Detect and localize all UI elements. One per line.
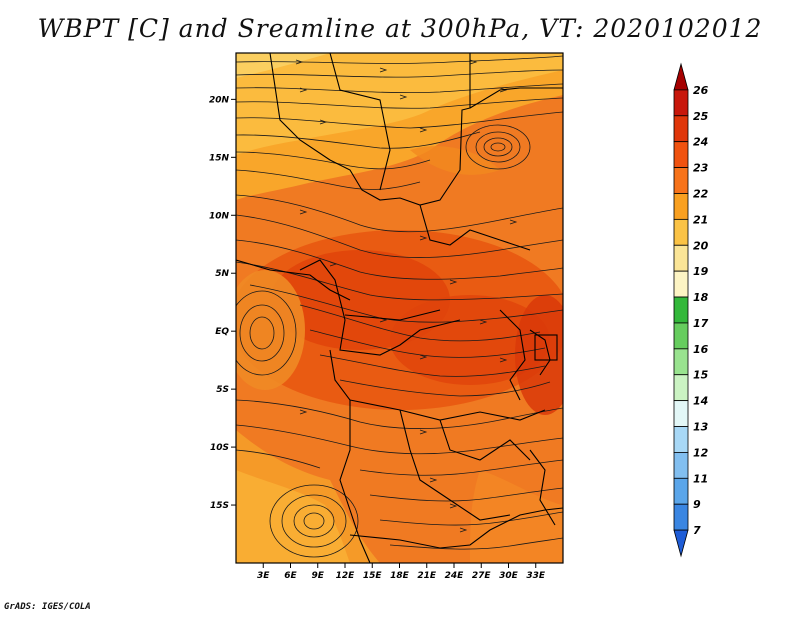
colorbar-label: 7 (693, 524, 701, 537)
lon-tick-label: 24E (445, 571, 465, 581)
colorbar-label: 12 (693, 446, 709, 459)
lon-tick-label: 12E (336, 571, 356, 581)
colorbar-swatch (673, 141, 689, 168)
streamlines (236, 55, 563, 558)
colorbar-swatch (673, 193, 689, 220)
lon-tick-label: 9E (312, 571, 325, 581)
colorbar-label: 11 (693, 472, 708, 485)
latitude-axis: 20N 15N 10N 5N EQ 5S 10S 15S (209, 95, 236, 511)
lat-tick-label: EQ (215, 327, 229, 337)
colorbar-swatch (673, 477, 689, 505)
colorbar-swatch (673, 374, 689, 402)
lat-tick-label: 10S (210, 443, 229, 453)
colorbar-label: 16 (693, 343, 709, 356)
colorbar-swatch (673, 218, 689, 246)
lat-tick-label: 20N (209, 95, 230, 105)
colorbar-swatch (673, 167, 689, 194)
colorbar-label: 21 (693, 213, 708, 226)
colorbar-swatch (673, 529, 689, 558)
colorbar-label: 17 (693, 317, 709, 330)
colorbar-swatch (673, 452, 689, 479)
colorbar-label: 18 (693, 291, 709, 304)
colorbar-label: 26 (693, 84, 709, 97)
lat-tick-label: 15N (209, 153, 230, 163)
country-borders (236, 53, 563, 563)
colorbar-swatch (673, 296, 689, 324)
colorbar-label: 20 (693, 239, 709, 252)
lon-tick-label: 33E (526, 571, 546, 581)
colorbar-swatch (673, 89, 689, 117)
lon-tick-label: 15E (363, 571, 383, 581)
colorbar-label: 9 (693, 498, 701, 511)
colorbar-swatch (673, 244, 689, 272)
lat-tick-label: 5N (215, 269, 229, 279)
colorbar-swatch (673, 503, 689, 531)
colorbar-label: 22 (693, 187, 709, 200)
colorbar-swatch (673, 62, 689, 91)
colorbar-swatch (673, 348, 689, 376)
figure-title: WBPT [C] and Sreamline at 300hPa, VT: 20… (37, 14, 763, 43)
lat-tick-label: 15S (210, 501, 229, 511)
colorbar-label: 24 (693, 136, 708, 149)
lon-tick-label: 6E (284, 571, 297, 581)
colorbar-swatches (673, 62, 689, 558)
colorbar-swatch (673, 426, 689, 453)
lat-tick-label: 10N (209, 211, 230, 221)
colorbar-labels: 26 25 24 23 22 21 20 19 18 17 16 15 14 13 12 11 9 7 (693, 84, 709, 537)
lon-tick-label: 21E (417, 571, 437, 581)
grads-credit: GrADS: IGES/COLA (4, 602, 91, 612)
colorbar-label: 19 (693, 265, 709, 278)
colorbar-label: 13 (693, 421, 709, 434)
lon-tick-label: 27E (472, 571, 492, 581)
colorbar-label: 15 (693, 369, 709, 382)
colorbar-label: 23 (693, 162, 709, 175)
lon-tick-label: 18E (390, 571, 410, 581)
lat-tick-label: 5S (216, 385, 229, 395)
lon-tick-label: 30E (499, 571, 519, 581)
colorbar-swatch (673, 400, 689, 427)
colorbar-swatch (673, 115, 689, 143)
colorbar-swatch (673, 322, 689, 350)
lon-tick-label: 3E (257, 571, 270, 581)
longitude-axis: 3E 6E 9E 12E 15E 18E 21E 24E 27E 30E 33E (257, 563, 546, 581)
colorbar-label: 25 (693, 110, 709, 123)
colorbar-swatch (673, 270, 689, 298)
colorbar-label: 14 (693, 395, 708, 408)
